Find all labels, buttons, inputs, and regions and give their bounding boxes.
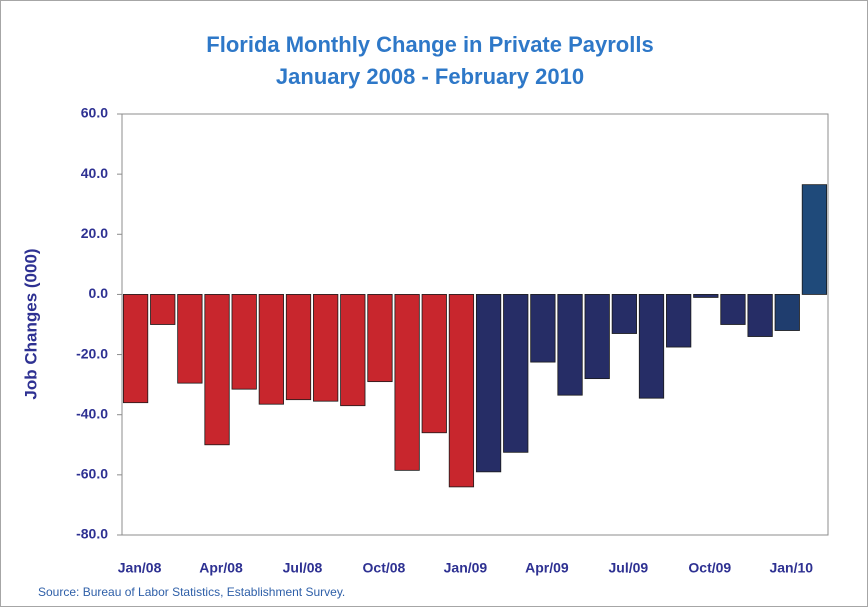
- bar: [367, 294, 393, 383]
- bar: [122, 294, 149, 404]
- bar: [774, 294, 800, 331]
- y-tick-label: 0.0: [89, 285, 109, 301]
- chart-title: Florida Monthly Change in Private Payrol…: [206, 32, 653, 57]
- bar: [150, 294, 176, 325]
- x-tick-label: Jan/08: [118, 560, 162, 576]
- y-tick-label: 60.0: [81, 105, 108, 121]
- y-tick-label: -40.0: [76, 405, 108, 421]
- bar: [530, 294, 556, 363]
- bar: [557, 294, 583, 396]
- plot-area: [121, 113, 829, 536]
- y-tick-label: -20.0: [76, 345, 108, 361]
- x-tick-label: Oct/09: [688, 560, 731, 576]
- y-axis-label: Job Changes (000): [21, 248, 40, 399]
- bar: [638, 294, 665, 399]
- bar: [285, 294, 312, 401]
- bar: [448, 294, 475, 488]
- bar: [177, 294, 203, 384]
- bar: [313, 294, 339, 402]
- x-tick-label: Jul/09: [608, 560, 648, 576]
- x-tick-label: Oct/08: [363, 560, 406, 576]
- bar: [503, 294, 529, 453]
- x-tick-label: Jul/08: [283, 560, 323, 576]
- bar: [475, 294, 502, 473]
- bar: [204, 294, 230, 446]
- y-tick-label: 40.0: [81, 165, 108, 181]
- bar: [611, 294, 637, 334]
- bar: [666, 294, 692, 348]
- y-tick-label: 20.0: [81, 225, 108, 241]
- bar: [340, 294, 366, 407]
- bar: [584, 294, 610, 380]
- bar: [421, 294, 447, 434]
- chart-subtitle: January 2008 - February 2010: [276, 64, 584, 89]
- bar: [394, 294, 420, 471]
- bar: [720, 294, 746, 325]
- x-tick-label: Apr/09: [525, 560, 569, 576]
- bar: [258, 294, 284, 405]
- x-tick-label: Apr/08: [199, 560, 243, 576]
- source-note: Source: Bureau of Labor Statistics, Esta…: [38, 585, 345, 599]
- bar: [801, 184, 828, 295]
- y-tick-label: -80.0: [76, 526, 108, 542]
- bar: [231, 294, 257, 390]
- y-tick-label: -60.0: [76, 466, 108, 482]
- bar: [747, 294, 773, 337]
- x-tick-label: Jan/09: [444, 560, 488, 576]
- bar: [693, 294, 719, 298]
- x-tick-label: Jan/10: [769, 560, 813, 576]
